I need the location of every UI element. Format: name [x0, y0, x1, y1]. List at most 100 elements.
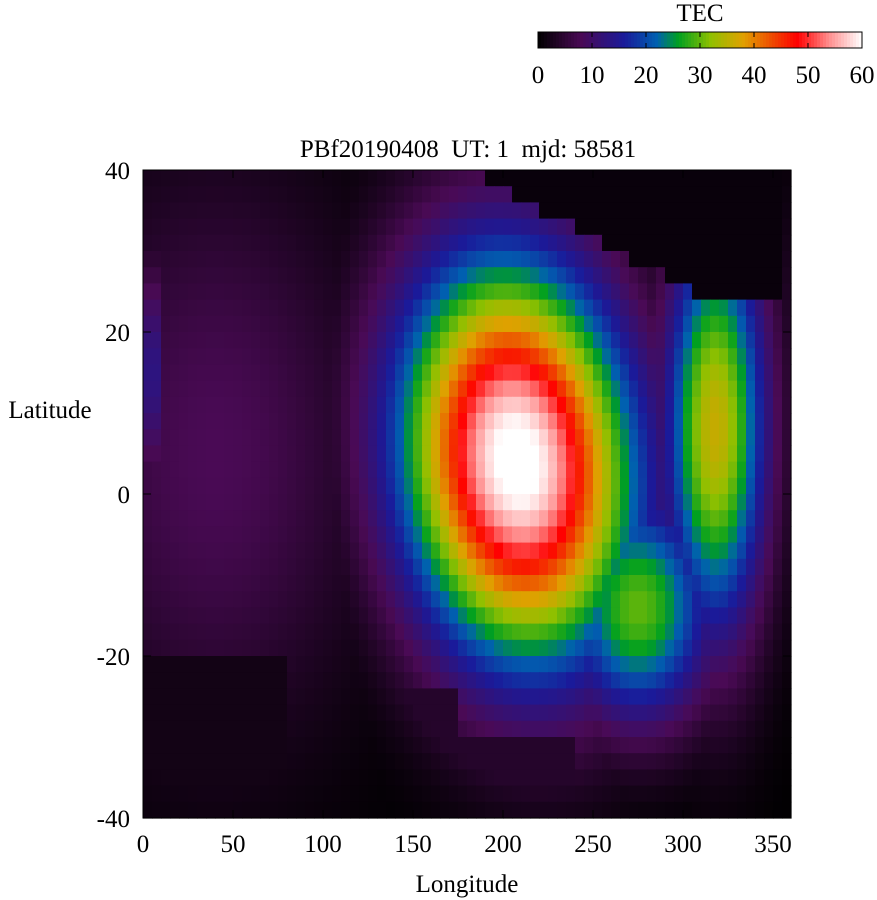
heatmap-cell — [611, 186, 621, 203]
heatmap-cell — [719, 396, 729, 414]
heatmap-cell — [431, 575, 441, 592]
heatmap-cell — [332, 656, 342, 673]
heatmap-cell — [431, 461, 441, 479]
heatmap-cell — [728, 477, 738, 495]
heatmap-cell — [332, 251, 342, 268]
heatmap-cell — [332, 413, 342, 430]
heatmap-cell — [161, 461, 171, 479]
heatmap-cell — [323, 656, 333, 673]
heatmap-cell — [629, 332, 639, 349]
heatmap-cell — [260, 753, 270, 770]
heatmap-cell — [458, 623, 468, 641]
heatmap-cell — [656, 429, 666, 446]
heatmap-cell — [377, 526, 387, 544]
heatmap-cell — [350, 202, 360, 220]
heatmap-cell — [233, 672, 243, 689]
heatmap-cell — [197, 656, 207, 673]
heatmap-cell — [557, 315, 567, 333]
heatmap-cell — [476, 801, 486, 819]
heatmap-cell — [179, 688, 189, 706]
heatmap-cell — [521, 348, 531, 365]
heatmap-cell — [152, 704, 162, 722]
heatmap-cell — [368, 526, 378, 544]
heatmap-cell — [341, 753, 351, 770]
heatmap-cell — [269, 639, 279, 657]
heatmap-cell — [188, 720, 198, 738]
heatmap-cell — [656, 737, 666, 754]
heatmap-cell — [233, 348, 243, 365]
heatmap-cell — [602, 575, 612, 592]
heatmap-cell — [512, 753, 522, 770]
heatmap-cell — [710, 445, 720, 463]
heatmap-cell — [242, 623, 252, 641]
heatmap-cell — [773, 494, 783, 511]
heatmap-cell — [467, 251, 477, 268]
heatmap-cell — [305, 413, 315, 430]
heatmap-cell — [521, 623, 531, 641]
heatmap-cell — [224, 494, 234, 511]
heatmap-cell — [269, 801, 279, 819]
heatmap-cell — [719, 591, 729, 608]
heatmap-cell — [593, 170, 603, 187]
heatmap-cell — [260, 801, 270, 819]
heatmap-cell — [143, 170, 153, 187]
heatmap-cell — [719, 656, 729, 673]
heatmap-cell — [305, 299, 315, 317]
heatmap-cell — [350, 769, 360, 787]
heatmap-cell — [755, 737, 765, 754]
heatmap-cell — [269, 510, 279, 527]
heatmap-cell — [188, 785, 198, 803]
heatmap-cell — [467, 542, 477, 560]
colorbar-segment — [778, 32, 782, 48]
heatmap-cell — [728, 251, 738, 268]
heatmap-cell — [206, 510, 216, 527]
heatmap-cell — [422, 623, 432, 641]
heatmap-cell — [737, 364, 747, 382]
heatmap-cell — [197, 672, 207, 689]
heatmap-cell — [188, 607, 198, 625]
heatmap-cell — [377, 315, 387, 333]
heatmap-cell — [251, 753, 261, 770]
heatmap-cell — [440, 591, 450, 608]
heatmap-cell — [485, 672, 495, 689]
heatmap-cell — [386, 251, 396, 268]
heatmap-cell — [341, 623, 351, 641]
heatmap-cell — [674, 591, 684, 608]
heatmap-cell — [647, 380, 657, 398]
heatmap-cell — [719, 753, 729, 770]
heatmap-cell — [314, 218, 324, 236]
heatmap-cell — [647, 332, 657, 349]
heatmap-cell — [638, 656, 648, 673]
heatmap-cell — [314, 753, 324, 770]
colorbar-segment — [541, 32, 545, 48]
heatmap-cell — [242, 348, 252, 365]
heatmap-cell — [494, 688, 504, 706]
heatmap-cell — [278, 218, 288, 236]
heatmap-cell — [593, 202, 603, 220]
heatmap-cell — [341, 656, 351, 673]
heatmap-cell — [215, 234, 225, 252]
heatmap-cell — [368, 299, 378, 317]
heatmap-cell — [719, 348, 729, 365]
heatmap-cell — [350, 639, 360, 657]
heatmap-cell — [593, 720, 603, 738]
heatmap-cell — [566, 429, 576, 446]
heatmap-cell — [233, 526, 243, 544]
heatmap-cell — [647, 186, 657, 203]
heatmap-cell — [710, 656, 720, 673]
heatmap-cell — [224, 575, 234, 592]
heatmap-cell — [773, 186, 783, 203]
heatmap-cell — [386, 575, 396, 592]
heatmap-cell — [755, 396, 765, 414]
heatmap-cell — [323, 591, 333, 608]
heatmap-cell — [296, 315, 306, 333]
heatmap-cell — [269, 688, 279, 706]
heatmap-cell — [458, 251, 468, 268]
heatmap-cell — [458, 267, 468, 284]
heatmap-cell — [341, 461, 351, 479]
heatmap-cell — [557, 332, 567, 349]
heatmap-cell — [755, 429, 765, 446]
colorbar-segment — [841, 32, 845, 48]
heatmap-cell — [323, 364, 333, 382]
heatmap-cell — [638, 785, 648, 803]
